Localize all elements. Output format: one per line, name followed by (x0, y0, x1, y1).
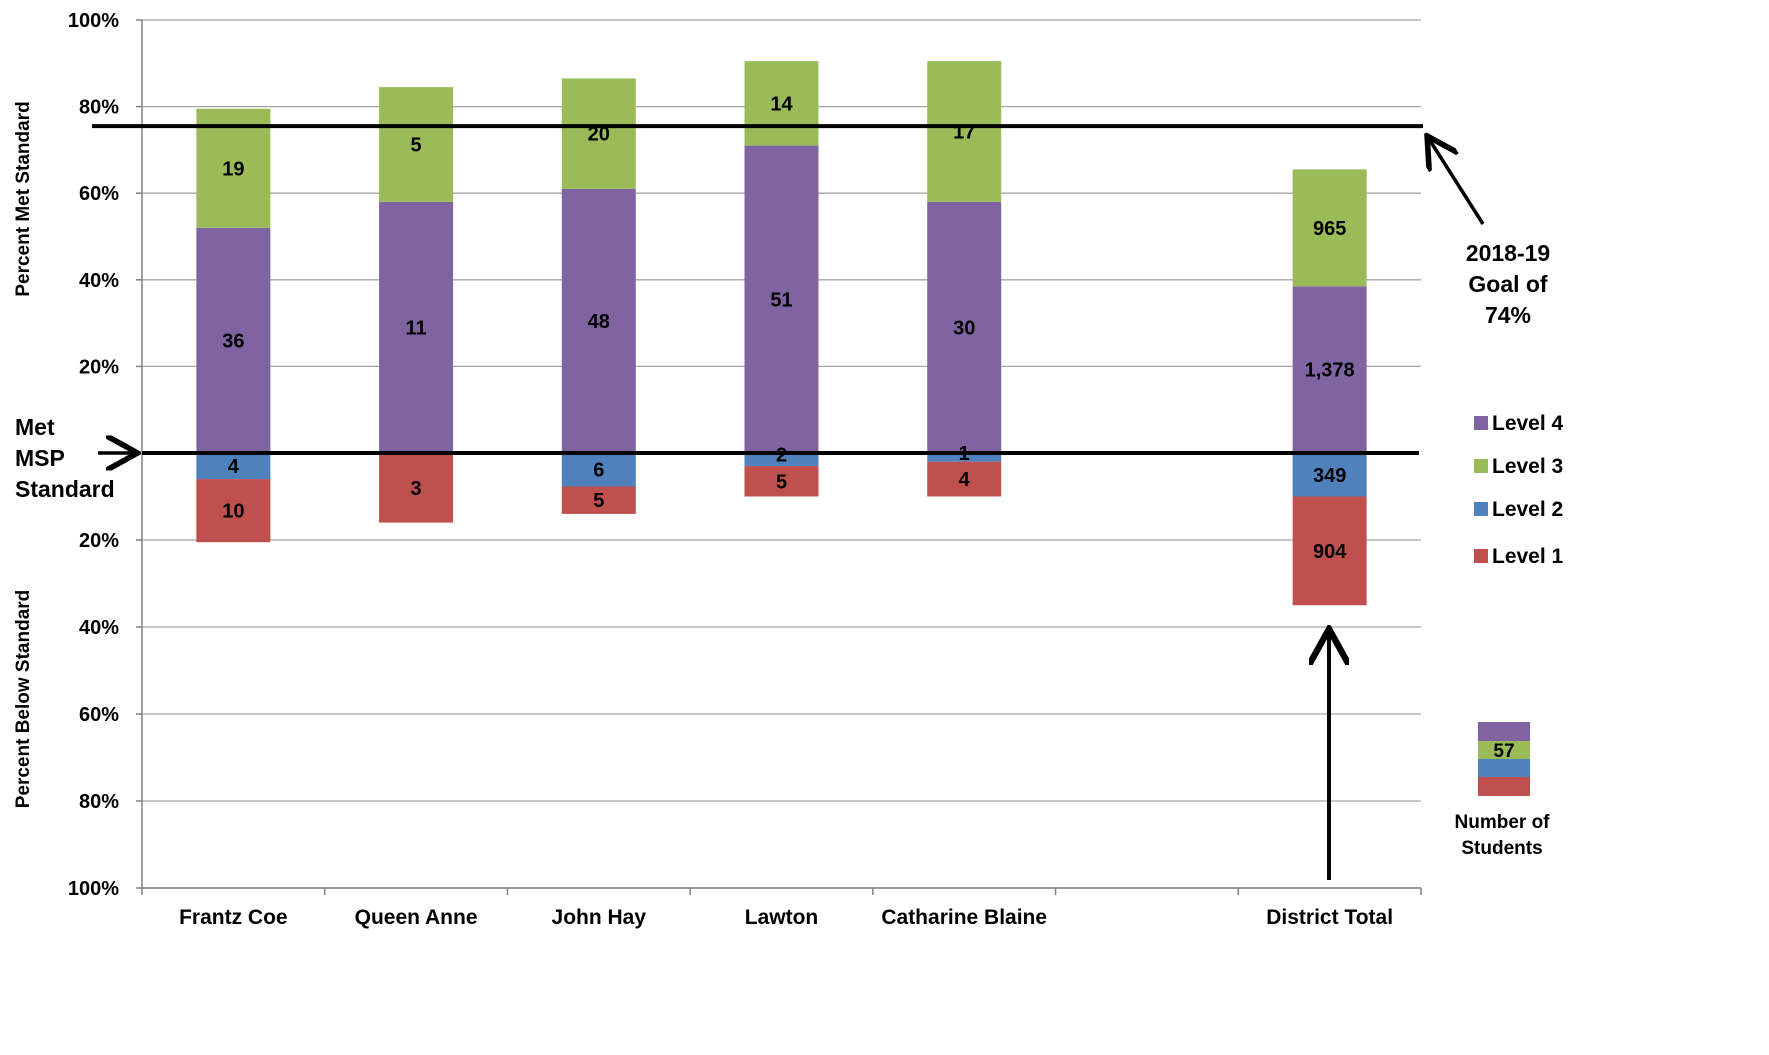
met-standard-annotation: Standard (15, 476, 115, 502)
key-caption: Number of (1455, 812, 1551, 833)
legend-swatch (1474, 502, 1488, 516)
data-label: 1 (959, 443, 970, 465)
bar-segment (379, 201, 454, 453)
legend-swatch (1474, 459, 1488, 473)
data-label: 5 (593, 490, 604, 512)
data-label: 904 (1313, 541, 1347, 563)
bar-segment (1292, 286, 1367, 453)
data-label: 1,378 (1305, 360, 1355, 382)
bar-segment (196, 453, 271, 480)
data-label: 6 (593, 460, 604, 482)
x-tick-label: District Total (1266, 906, 1393, 929)
bar-segment (561, 188, 636, 453)
data-label: 10 (222, 501, 244, 523)
data-label: 14 (770, 93, 793, 115)
key-segment (1478, 777, 1530, 796)
met-standard-annotation: Met (15, 414, 55, 440)
y-tick-label: 20% (79, 530, 119, 552)
key-count: 57 (1493, 741, 1514, 762)
data-label: 17 (953, 121, 975, 143)
legend-label: Level 3 (1492, 455, 1563, 478)
y-tick-label: 40% (79, 270, 119, 292)
data-label: 19 (222, 158, 244, 180)
data-label: 5 (776, 471, 787, 493)
goal-arrow (1429, 139, 1485, 225)
goal-annotation: Goal of (1468, 271, 1548, 297)
bar-segment (561, 486, 636, 514)
axes: 100% 100% 80% 80% 60% 60% 40% 40% 20% 20% Frantz C… (13, 10, 1422, 929)
data-label: 36 (222, 330, 244, 352)
x-tick-label: Frantz Coe (179, 906, 288, 929)
bar-segment (379, 453, 454, 523)
key-segment (1478, 741, 1530, 759)
y-axis-title-below: Percent Below Standard (13, 590, 34, 809)
bar-segment (196, 479, 271, 543)
y-tick-label: 60% (79, 183, 119, 205)
bar-segment (927, 461, 1002, 497)
bar-segment (744, 466, 819, 497)
legend: Level 4 Level 3 Level 2 Level 1 (1474, 412, 1564, 568)
bar-segment (1292, 169, 1367, 287)
legend-swatch (1474, 416, 1488, 430)
y-tick-label: 60% (79, 704, 119, 726)
data-label: 11 (405, 317, 426, 339)
x-tick-label: John Hay (552, 906, 647, 929)
data-label: 48 (588, 311, 610, 333)
data-label: 4 (228, 456, 240, 478)
data-label: 30 (953, 317, 975, 339)
legend-label: Level 2 (1492, 498, 1563, 521)
goal-annotation: 2018-19 (1466, 240, 1550, 266)
key-caption: Students (1461, 838, 1542, 859)
data-labels: 361941011534820655114253017141,378965349… (222, 93, 1354, 563)
bar-segment (744, 145, 819, 453)
x-tick-label: Catharine Blaine (881, 906, 1047, 929)
legend-label: Level 4 (1492, 412, 1564, 435)
data-label: 5 (411, 134, 422, 156)
legend-swatch (1474, 549, 1488, 563)
x-tick-label: Queen Anne (355, 906, 478, 929)
bar-segment (744, 453, 819, 467)
bar-segment (1292, 496, 1367, 606)
y-tick-label: 40% (79, 617, 119, 639)
bar-segment (927, 201, 1002, 453)
bar-segment (196, 227, 271, 453)
bars (196, 61, 1367, 606)
y-tick-label: 100% (68, 878, 119, 900)
y-tick-label: 20% (79, 356, 119, 378)
bar-segment (561, 78, 636, 189)
key-segment (1478, 722, 1530, 741)
bar-segment (744, 61, 819, 146)
goal-annotation: 74% (1485, 302, 1531, 328)
met-standard-annotation: MSP (15, 445, 65, 471)
bar-segment (379, 87, 454, 202)
bar-segment (196, 108, 271, 228)
key-segment (1478, 759, 1530, 777)
bar-segment (927, 453, 1002, 462)
data-label: 3 (411, 478, 422, 500)
data-label: 2 (776, 445, 787, 467)
legend-label: Level 1 (1492, 545, 1564, 568)
y-tick-label: 80% (79, 791, 119, 813)
bar-segment (1292, 453, 1367, 497)
x-tick-label: Lawton (745, 906, 819, 929)
data-label: 4 (959, 469, 971, 491)
data-label: 965 (1313, 218, 1346, 240)
y-tick-label: 100% (68, 10, 119, 32)
y-tick-label: 80% (79, 97, 119, 119)
reference-lines: 2018-19 Goal of 74% Met MSP Standard (15, 124, 1550, 880)
data-label: 349 (1313, 465, 1346, 487)
bar-segment (927, 61, 1002, 202)
bar-segment (561, 453, 636, 487)
y-axis-title-met: Percent Met Standard (13, 101, 34, 296)
data-label: 51 (770, 289, 792, 311)
data-label: 20 (588, 124, 610, 146)
student-count-key: 57 Number of Students (1455, 722, 1551, 859)
